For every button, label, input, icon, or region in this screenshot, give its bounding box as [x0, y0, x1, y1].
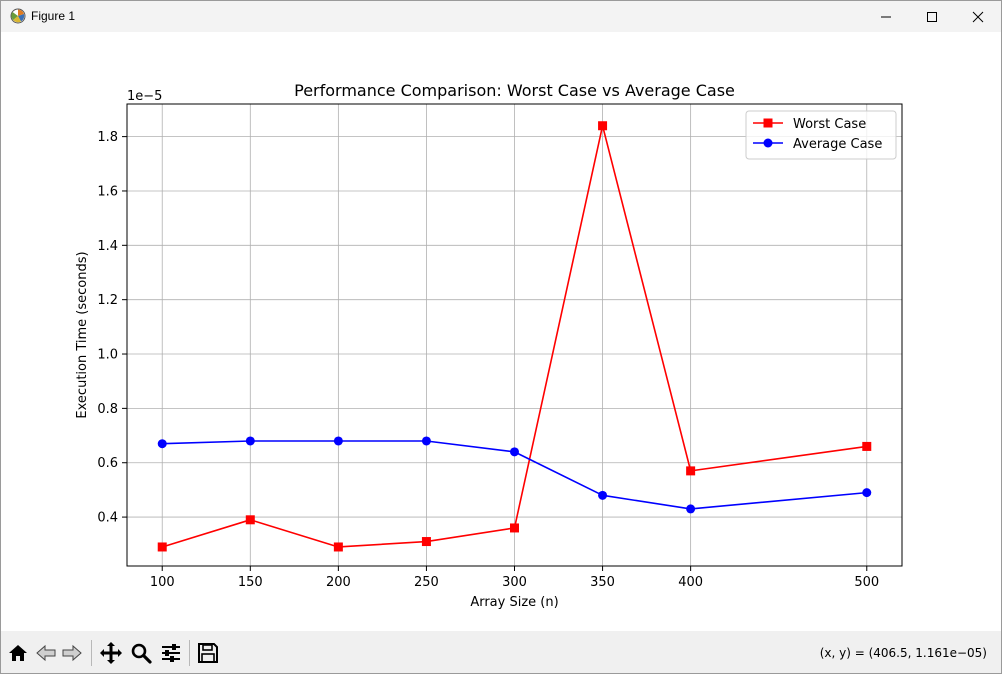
data-point-worst-case[interactable]: [421, 537, 431, 547]
legend-marker-worst-case: [763, 118, 773, 128]
y-tick-label: 1.2: [97, 293, 118, 308]
y-tick-label: 1.8: [97, 130, 118, 145]
minimize-icon: [881, 16, 891, 17]
navigation-toolbar: (x, y) = (406.5, 1.161e−05): [1, 631, 1001, 673]
save-icon: [198, 643, 218, 663]
series-worst-case: [157, 121, 872, 552]
y-tick-label: 1.6: [97, 184, 118, 199]
x-axis-label: Array Size (n): [470, 595, 558, 610]
legend-marker-average-case: [763, 138, 773, 148]
data-point-worst-case[interactable]: [333, 542, 343, 552]
y-tick-label: 0.4: [97, 511, 118, 526]
series-average-case: [157, 436, 872, 514]
close-icon: [972, 11, 984, 22]
x-tick-label: 350: [590, 575, 615, 590]
y-axis-label: Execution Time (seconds): [75, 251, 90, 418]
series-line-average-case: [162, 440, 867, 510]
data-point-worst-case[interactable]: [686, 466, 696, 476]
zoom-icon: [131, 643, 152, 664]
tick-layer: 100 150 200 250 300 350 400 500 0.4 0.6 0.8 1.0 1.2 1…: [97, 130, 879, 590]
toolbar-separator: [91, 640, 92, 666]
window-title: Figure 1: [31, 9, 76, 23]
x-tick-label: 500: [854, 575, 879, 590]
data-point-average-case[interactable]: [862, 488, 872, 498]
back-arrow-icon: [36, 644, 56, 662]
data-point-worst-case[interactable]: [245, 515, 255, 525]
data-point-average-case[interactable]: [598, 490, 608, 500]
move-icon: [100, 642, 122, 664]
data-point-worst-case[interactable]: [157, 542, 167, 552]
data-point-average-case[interactable]: [157, 439, 167, 449]
data-point-worst-case[interactable]: [598, 121, 608, 131]
data-point-average-case[interactable]: [421, 436, 431, 446]
minimize-button[interactable]: [863, 1, 909, 32]
sliders-icon: [162, 644, 180, 662]
legend[interactable]: Worst Case Average Case: [745, 110, 897, 160]
matplotlib-app-icon: [10, 8, 26, 24]
y-tick-label: 0.8: [97, 402, 118, 417]
y-tick-label: 0.6: [97, 456, 118, 471]
x-tick-label: 100: [150, 575, 175, 590]
data-point-worst-case[interactable]: [862, 441, 872, 451]
maximize-button[interactable]: [909, 1, 955, 32]
legend-label-worst-case: Worst Case: [793, 117, 866, 132]
chart[interactable]: 100 150 200 250 300 350 400 500 0.4 0.6 0.8 1.0 1.2 1…: [1, 32, 1001, 631]
legend-label-average-case: Average Case: [793, 137, 882, 152]
data-point-worst-case[interactable]: [510, 523, 519, 533]
legend-box: [745, 110, 897, 160]
cursor-coordinates: (x, y) = (406.5, 1.161e−05): [819, 646, 987, 660]
data-point-average-case[interactable]: [510, 447, 519, 457]
chart-canvas[interactable]: 100 150 200 250 300 350 400 500 0.4 0.6 0.8 1.0 1.2 1…: [1, 32, 1001, 631]
series-line-worst-case: [161, 124, 867, 548]
maximize-icon: [927, 11, 937, 22]
data-point-average-case[interactable]: [686, 504, 696, 514]
configure-subplots-button[interactable]: [158, 640, 184, 666]
home-button[interactable]: [5, 640, 31, 666]
x-tick-label: 200: [326, 575, 351, 590]
data-point-average-case[interactable]: [333, 436, 343, 446]
x-tick-label: 250: [414, 575, 439, 590]
x-tick-label: 300: [502, 575, 527, 590]
grid-layer: [127, 104, 902, 566]
x-tick-label: 150: [238, 575, 263, 590]
pan-button[interactable]: [98, 640, 124, 666]
close-button[interactable]: [955, 1, 1001, 32]
y-tick-label: 1.4: [97, 239, 118, 254]
forward-button[interactable]: [59, 640, 85, 666]
x-tick-label: 400: [678, 575, 703, 590]
save-button[interactable]: [195, 640, 221, 666]
zoom-button[interactable]: [128, 640, 154, 666]
forward-arrow-icon: [62, 644, 82, 662]
y-tick-label: 1.0: [97, 348, 118, 363]
data-point-average-case[interactable]: [245, 436, 255, 446]
back-button[interactable]: [33, 640, 59, 666]
home-icon: [9, 645, 27, 661]
chart-title: Performance Comparison: Worst Case vs Av…: [294, 81, 735, 100]
series-layer: [157, 121, 872, 552]
title-bar[interactable]: Figure 1: [1, 1, 1001, 32]
toolbar-separator: [189, 640, 190, 666]
y-offset-text: 1e−5: [127, 89, 162, 104]
